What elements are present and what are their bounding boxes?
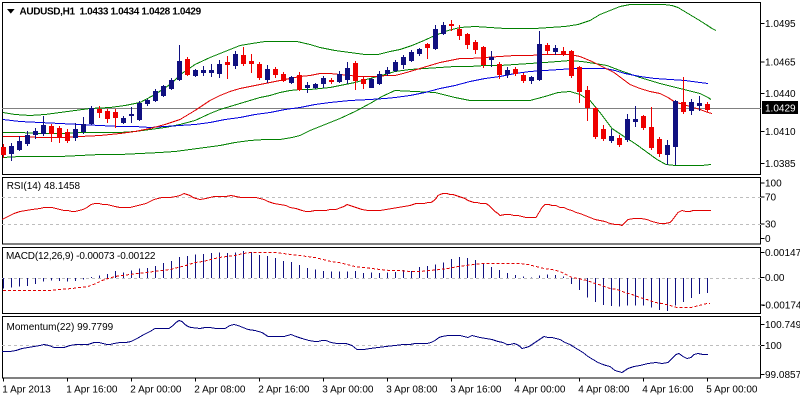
svg-text:1.0385: 1.0385 — [765, 159, 796, 170]
svg-text:4 Apr 00:00: 4 Apr 00:00 — [514, 385, 566, 396]
svg-text:0: 0 — [765, 234, 771, 245]
svg-text:1.0410: 1.0410 — [765, 127, 796, 138]
svg-text:99.0857: 99.0857 — [765, 370, 800, 381]
svg-text:100.749: 100.749 — [765, 320, 800, 331]
svg-text:1 Apr 16:00: 1 Apr 16:00 — [66, 385, 118, 396]
svg-text:1.0440: 1.0440 — [765, 89, 796, 100]
svg-text:AUDUSD,H1 1.0433 1.0434 1.042: AUDUSD,H1 1.0433 1.0434 1.0428 1.0429 — [20, 6, 202, 17]
svg-text:100: 100 — [765, 179, 782, 190]
svg-text:MACD(12,26,9) -0.00073 -0.0012: MACD(12,26,9) -0.00073 -0.00122 — [6, 251, 156, 262]
svg-text:5 Apr 00:00: 5 Apr 00:00 — [706, 385, 758, 396]
svg-text:1.0495: 1.0495 — [765, 19, 796, 30]
svg-text:Momentum(22) 99.7799: Momentum(22) 99.7799 — [7, 322, 114, 333]
svg-text:RSI(14) 48.1458: RSI(14) 48.1458 — [7, 181, 81, 192]
svg-text:4 Apr 08:00: 4 Apr 08:00 — [578, 385, 630, 396]
svg-text:2 Apr 08:00: 2 Apr 08:00 — [194, 385, 246, 396]
svg-text:1 Apr 2013: 1 Apr 2013 — [2, 385, 51, 396]
svg-text:1.0465: 1.0465 — [765, 58, 796, 69]
svg-text:4 Apr 16:00: 4 Apr 16:00 — [642, 385, 694, 396]
svg-text:0.00147: 0.00147 — [765, 248, 800, 259]
svg-text:3 Apr 16:00: 3 Apr 16:00 — [450, 385, 502, 396]
svg-text:0.00: 0.00 — [765, 273, 785, 284]
svg-text:2 Apr 00:00: 2 Apr 00:00 — [130, 385, 182, 396]
svg-text:100: 100 — [765, 341, 782, 352]
svg-text:-0.00174: -0.00174 — [762, 300, 800, 311]
svg-text:70: 70 — [765, 193, 777, 204]
svg-text:30: 30 — [765, 220, 777, 231]
svg-text:2 Apr 16:00: 2 Apr 16:00 — [258, 385, 310, 396]
svg-text:3 Apr 08:00: 3 Apr 08:00 — [386, 385, 438, 396]
svg-text:1.0429: 1.0429 — [765, 103, 796, 114]
svg-text:3 Apr 00:00: 3 Apr 00:00 — [322, 385, 374, 396]
